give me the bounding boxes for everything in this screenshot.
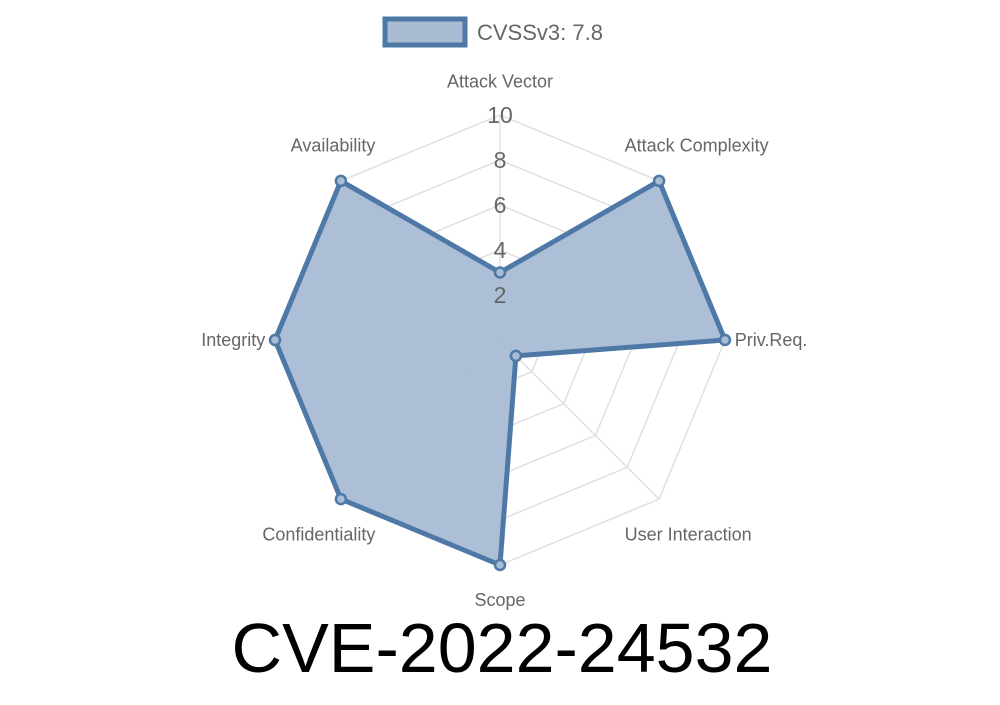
tick-label: 4 (494, 237, 507, 263)
axis-label: User Interaction (625, 525, 752, 545)
axis-labels: Attack Vector Attack Complexity Priv.Req. U… (201, 71, 807, 610)
legend-label: CVSSv3: 7.8 (477, 20, 603, 45)
data-point (334, 492, 348, 506)
data-point (493, 266, 507, 279)
data-point (268, 333, 282, 347)
radial-ticks: 2 4 6 8 10 (487, 102, 513, 308)
axis-label: Confidentiality (262, 525, 375, 545)
chart-title: CVE-2022-24532 (232, 609, 773, 687)
axis-label: Attack Complexity (625, 135, 769, 155)
legend-swatch (382, 16, 468, 48)
axis-label: Availability (291, 135, 376, 155)
tick-label: 2 (494, 282, 507, 308)
axis-label: Priv.Req. (735, 330, 808, 350)
data-point (493, 558, 507, 572)
axis-label: Integrity (201, 330, 265, 350)
axis-label: Attack Vector (447, 71, 553, 91)
axis-label: Scope (474, 590, 525, 610)
tick-label: 10 (487, 102, 513, 128)
data-point (718, 333, 732, 347)
data-area (268, 174, 732, 572)
data-point (509, 349, 523, 363)
tick-label: 6 (494, 192, 507, 218)
data-point (652, 174, 666, 188)
tick-label: 8 (494, 147, 507, 173)
data-point (334, 174, 348, 188)
legend[interactable]: CVSSv3: 7.8 (382, 16, 603, 48)
grid-spoke (499, 339, 660, 500)
